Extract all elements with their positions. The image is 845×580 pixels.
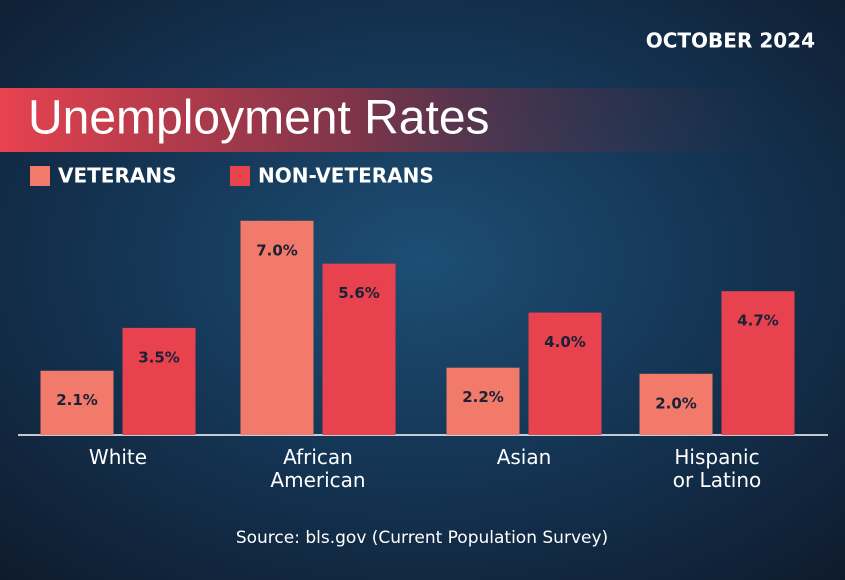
bar xyxy=(240,220,314,435)
value-label: 7.0% xyxy=(256,241,298,259)
value-label: 4.0% xyxy=(544,333,586,351)
bar xyxy=(446,367,520,435)
legend-swatch xyxy=(30,166,50,186)
x-tick-label: Asian xyxy=(497,445,552,469)
legend-label: VETERANS xyxy=(58,164,176,188)
legend-swatch xyxy=(230,166,250,186)
value-label: 5.6% xyxy=(338,284,380,302)
value-label: 2.0% xyxy=(655,394,697,412)
x-tick-label: White xyxy=(89,445,147,469)
value-label: 3.5% xyxy=(138,348,180,366)
title-banner xyxy=(0,88,780,152)
chart-title: Unemployment Rates xyxy=(28,92,490,145)
value-label: 4.7% xyxy=(737,312,779,330)
bar xyxy=(721,291,795,435)
date: OCTOBER 2024 xyxy=(646,29,815,53)
value-label: 2.2% xyxy=(462,388,504,406)
bar xyxy=(40,370,114,435)
bar xyxy=(322,263,396,435)
x-tick-label: Hispanic or Latino xyxy=(673,445,762,492)
legend-label: NON-VETERANS xyxy=(258,164,434,188)
x-tick-label: African American xyxy=(270,445,365,492)
value-label: 2.1% xyxy=(56,391,98,409)
bar xyxy=(122,327,196,435)
bar xyxy=(639,373,713,435)
source: Source: bls.gov (Current Population Surv… xyxy=(236,528,608,548)
bar xyxy=(528,312,602,435)
